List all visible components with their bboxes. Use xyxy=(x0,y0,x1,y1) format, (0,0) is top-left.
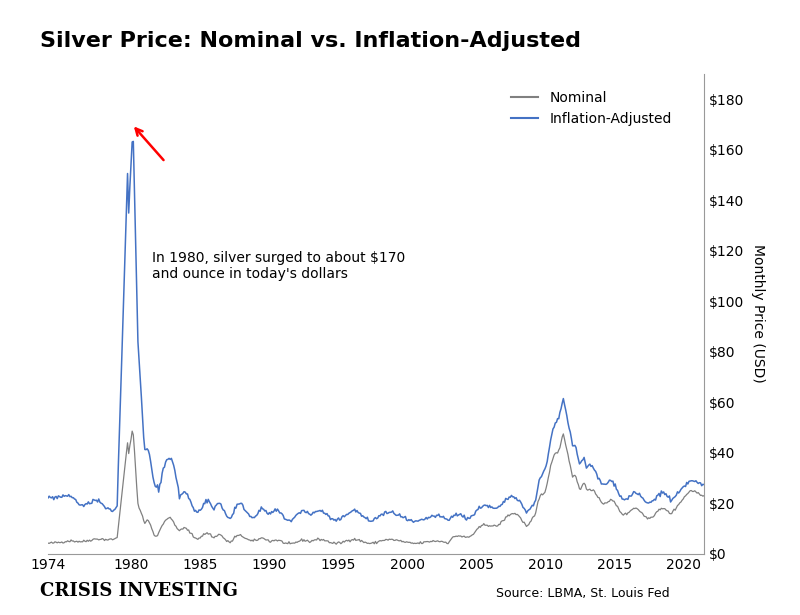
Legend: Nominal, Inflation-Adjusted: Nominal, Inflation-Adjusted xyxy=(505,85,678,132)
Y-axis label: Monthly Price (USD): Monthly Price (USD) xyxy=(751,244,765,383)
Text: Silver Price: Nominal vs. Inflation-Adjusted: Silver Price: Nominal vs. Inflation-Adju… xyxy=(40,31,581,51)
Text: Source: LBMA, St. Louis Fed: Source: LBMA, St. Louis Fed xyxy=(496,587,670,600)
Text: CRISIS INVESTING: CRISIS INVESTING xyxy=(40,582,238,600)
Text: In 1980, silver surged to about $170
and ounce in today's dollars: In 1980, silver surged to about $170 and… xyxy=(151,250,405,280)
